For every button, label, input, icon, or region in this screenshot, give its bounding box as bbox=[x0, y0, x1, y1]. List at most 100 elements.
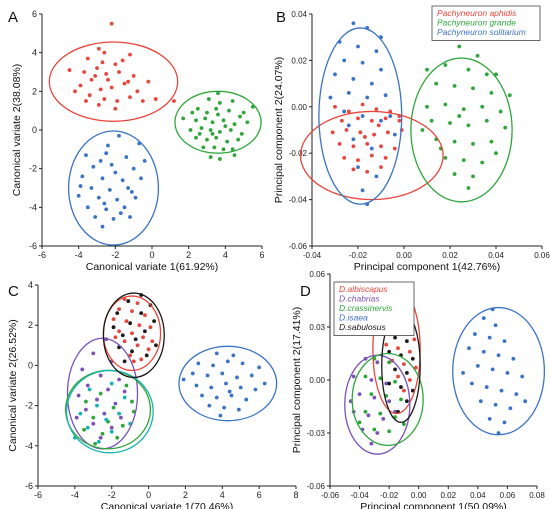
data-point bbox=[135, 343, 140, 348]
data-point bbox=[84, 153, 88, 158]
x-axis-title: Canonical variate 1(70.46%) bbox=[101, 501, 234, 509]
x-tick-label: -0.04 bbox=[350, 491, 369, 500]
data-point bbox=[434, 81, 439, 86]
data-point bbox=[115, 435, 120, 440]
x-tick-label: 6 bbox=[259, 250, 264, 260]
x-tick-label: 0.02 bbox=[442, 251, 458, 260]
data-point bbox=[146, 79, 151, 84]
y-tick-label: -6 bbox=[29, 241, 37, 251]
data-point bbox=[131, 409, 136, 414]
data-point bbox=[126, 186, 131, 190]
data-point bbox=[190, 110, 195, 115]
data-point bbox=[131, 73, 136, 78]
x-tick-label: 4 bbox=[220, 490, 225, 500]
data-point bbox=[122, 395, 127, 400]
data-point bbox=[363, 374, 368, 379]
data-point bbox=[363, 409, 368, 414]
data-point bbox=[211, 363, 215, 368]
data-point bbox=[209, 385, 214, 390]
data-point bbox=[128, 321, 133, 326]
data-point bbox=[91, 351, 96, 356]
y-tick-label: -0.03 bbox=[307, 429, 326, 438]
data-point bbox=[102, 50, 107, 55]
data-point bbox=[448, 121, 452, 125]
data-point bbox=[378, 376, 383, 381]
data-point bbox=[172, 99, 176, 103]
data-point bbox=[230, 147, 235, 152]
data-point bbox=[102, 201, 107, 206]
y-tick-label: 0.00 bbox=[309, 376, 325, 385]
data-point bbox=[236, 407, 241, 412]
data-point bbox=[153, 97, 158, 101]
data-point bbox=[117, 329, 121, 334]
confidence-ellipse bbox=[351, 352, 424, 447]
data-point bbox=[205, 373, 210, 378]
data-point bbox=[404, 399, 409, 404]
data-point bbox=[383, 155, 388, 160]
data-point bbox=[392, 146, 397, 151]
x-tick-label: 0.04 bbox=[470, 491, 486, 500]
series-2 bbox=[181, 91, 255, 161]
data-point bbox=[208, 155, 213, 159]
data-point bbox=[356, 165, 360, 170]
legend-entry: Pachyneuron aphidis bbox=[437, 8, 517, 18]
data-point bbox=[135, 89, 140, 94]
data-point bbox=[475, 53, 480, 58]
data-point bbox=[117, 307, 121, 312]
data-point bbox=[135, 301, 140, 305]
data-point bbox=[481, 349, 486, 354]
y-tick-label: 0 bbox=[32, 125, 37, 135]
series-d-isaea bbox=[461, 307, 528, 435]
data-point bbox=[95, 397, 99, 402]
confidence-ellipse bbox=[410, 57, 513, 203]
data-point bbox=[216, 91, 220, 96]
data-point bbox=[369, 81, 374, 86]
data-point bbox=[223, 124, 228, 129]
data-point bbox=[142, 159, 147, 163]
data-point bbox=[203, 116, 208, 121]
data-point bbox=[471, 142, 475, 146]
y-tick-label: -0.02 bbox=[289, 149, 308, 158]
data-point bbox=[122, 359, 127, 364]
data-point bbox=[360, 114, 365, 118]
data-point bbox=[461, 158, 466, 163]
data-point bbox=[115, 99, 120, 103]
data-point bbox=[227, 108, 231, 113]
data-point bbox=[117, 411, 121, 416]
data-point bbox=[470, 381, 474, 386]
data-point bbox=[410, 388, 415, 393]
data-point bbox=[396, 346, 400, 351]
data-point bbox=[480, 160, 485, 165]
data-point bbox=[76, 193, 81, 198]
data-point bbox=[374, 174, 379, 179]
data-point bbox=[351, 167, 356, 172]
data-point bbox=[194, 135, 198, 140]
data-point bbox=[95, 403, 99, 408]
x-tick-label: 0.04 bbox=[488, 251, 504, 260]
data-point bbox=[360, 60, 365, 65]
x-tick-label: 0.08 bbox=[529, 491, 545, 500]
data-point bbox=[102, 411, 107, 416]
data-point bbox=[351, 144, 356, 149]
legend-box bbox=[431, 5, 541, 41]
y-tick-label: 6 bbox=[32, 9, 37, 19]
x-tick-label: 0.00 bbox=[411, 491, 427, 500]
data-point bbox=[351, 21, 356, 26]
data-point bbox=[502, 420, 507, 425]
data-point bbox=[505, 371, 510, 375]
data-point bbox=[111, 217, 116, 221]
data-point bbox=[342, 58, 347, 63]
x-tick-label: -6 bbox=[34, 490, 42, 500]
panel-a: A -6 -4 -2 0 2 4 6 -6 -4 -2 0 2 4 6 Canonical variate 1… bbox=[8, 9, 265, 273]
x-axis-title: Principal component 1(50.09%) bbox=[360, 501, 507, 509]
data-point bbox=[98, 373, 103, 378]
data-point bbox=[375, 431, 380, 435]
data-point bbox=[473, 332, 477, 336]
data-point bbox=[236, 137, 241, 142]
data-point bbox=[124, 155, 129, 159]
data-point bbox=[245, 120, 250, 125]
data-point bbox=[221, 147, 226, 152]
data-point bbox=[262, 381, 267, 386]
panel-label: D bbox=[300, 283, 311, 300]
data-point bbox=[130, 349, 134, 354]
